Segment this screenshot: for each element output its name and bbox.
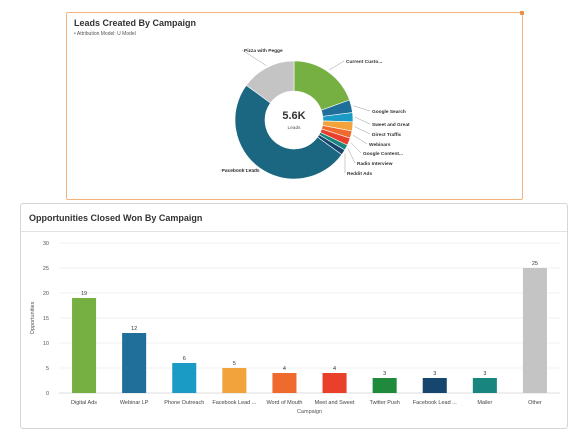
- leader-line: [241, 49, 267, 66]
- bar-meet-and-sweet[interactable]: [322, 373, 347, 393]
- leads-card-title: Leads Created By Campaign: [74, 18, 197, 28]
- x-tick-label: Other: [528, 400, 542, 406]
- leads-card-subtitle: • Attribution Model: U Model: [74, 31, 136, 37]
- opportunities-card: Opportunities Closed Won By Campaign 0 5 1…: [20, 203, 568, 429]
- x-tick-label: Mailer: [477, 400, 492, 406]
- donut-label-webinars: Webinars: [369, 142, 391, 148]
- x-tick-label: Phone Outreach: [164, 400, 204, 406]
- leads-donut-chart: Current Custo... Google Search Sweet and G…: [219, 48, 410, 180]
- bar-value-label: 6: [183, 356, 186, 362]
- leader-line: [328, 60, 345, 71]
- x-tick-label: Meet and Sweet: [315, 400, 355, 406]
- leader-line: [347, 148, 356, 164]
- donut-label-radio-interview: Radio Interview: [357, 161, 393, 167]
- bar-other[interactable]: [522, 268, 547, 393]
- bar-value-label: 5: [233, 361, 236, 367]
- leads-card: Leads Created By Campaign • Attribution …: [66, 11, 524, 200]
- donut-center-label: Leads: [287, 125, 301, 131]
- x-tick-label: Facebook Lead ...: [413, 400, 458, 406]
- donut-label-pizza-with-pegge: Pizza with Pegge: [244, 48, 283, 54]
- x-tick-label: Facebook Lead ...: [212, 400, 257, 406]
- x-tick-label: Twitter Push: [370, 400, 400, 406]
- bar-value-label: 25: [532, 261, 538, 267]
- y-tick-label: 0: [46, 391, 49, 397]
- bar-value-label: 19: [81, 291, 87, 297]
- bar-value-label: 12: [131, 326, 137, 332]
- bar-value-label: 3: [383, 371, 386, 377]
- x-tick-label: Webinar LP: [120, 400, 149, 406]
- bar-value-label: 4: [333, 366, 336, 372]
- bar-facebook-lead[interactable]: [422, 378, 447, 393]
- y-tick-label: 25: [43, 266, 49, 272]
- y-tick-label: 30: [43, 241, 49, 247]
- leader-line: [353, 105, 371, 112]
- donut-label-sweet-and-great: Sweet and Great: [372, 122, 410, 128]
- donut-label-google-content: Google Content...: [363, 151, 403, 157]
- bar-twitter-push[interactable]: [372, 378, 397, 393]
- bar-facebook-lead[interactable]: [222, 368, 247, 393]
- card-divider: [21, 231, 567, 232]
- bar-mailer[interactable]: [472, 378, 497, 393]
- leader-line: [352, 134, 368, 145]
- x-axis-label: Campaign: [297, 409, 322, 415]
- bar-value-label: 3: [433, 371, 436, 377]
- leader-line: [354, 126, 371, 135]
- y-tick-label: 5: [46, 366, 49, 372]
- bar-word-of-mouth[interactable]: [272, 373, 297, 393]
- donut-label-reddit-ads: Reddit Ads: [347, 171, 372, 177]
- y-tick-label: 20: [43, 291, 49, 297]
- bar-value-label: 3: [483, 371, 486, 377]
- donut-label-direct-traffic: Direct Traffic: [372, 132, 402, 138]
- donut-label-google-search: Google Search: [372, 109, 406, 115]
- donut-center-value: 5.6K: [282, 110, 305, 122]
- bar-webinar-lp[interactable]: [122, 333, 147, 393]
- bar-value-label: 4: [283, 366, 286, 372]
- opportunities-card-title: Opportunities Closed Won By Campaign: [29, 213, 203, 223]
- bar-digital-ads[interactable]: [72, 298, 97, 393]
- donut-slice-facebook-leads[interactable]: [234, 84, 343, 180]
- bar-phone-outreach[interactable]: [172, 363, 197, 393]
- leader-line: [354, 116, 371, 125]
- y-axis-label: Opportunities: [30, 301, 36, 334]
- donut-label-current-custo: Current Custo...: [346, 59, 382, 65]
- donut-label-facebook-leads: Facebook Leads: [222, 168, 260, 174]
- resize-handle[interactable]: [520, 11, 524, 15]
- opportunities-bar-chart: 0 5 10 15 20 25 30 Opportunities 19 Digital Ads 12…: [30, 241, 560, 415]
- leader-line: [350, 142, 362, 154]
- x-tick-label: Digital Ads: [71, 400, 97, 406]
- y-tick-label: 10: [43, 341, 49, 347]
- x-tick-label: Word of Mouth: [266, 400, 302, 406]
- donut-slice-pizza-with-pegge[interactable]: [245, 60, 295, 104]
- leader-line: [219, 169, 259, 171]
- y-tick-label: 15: [43, 316, 49, 322]
